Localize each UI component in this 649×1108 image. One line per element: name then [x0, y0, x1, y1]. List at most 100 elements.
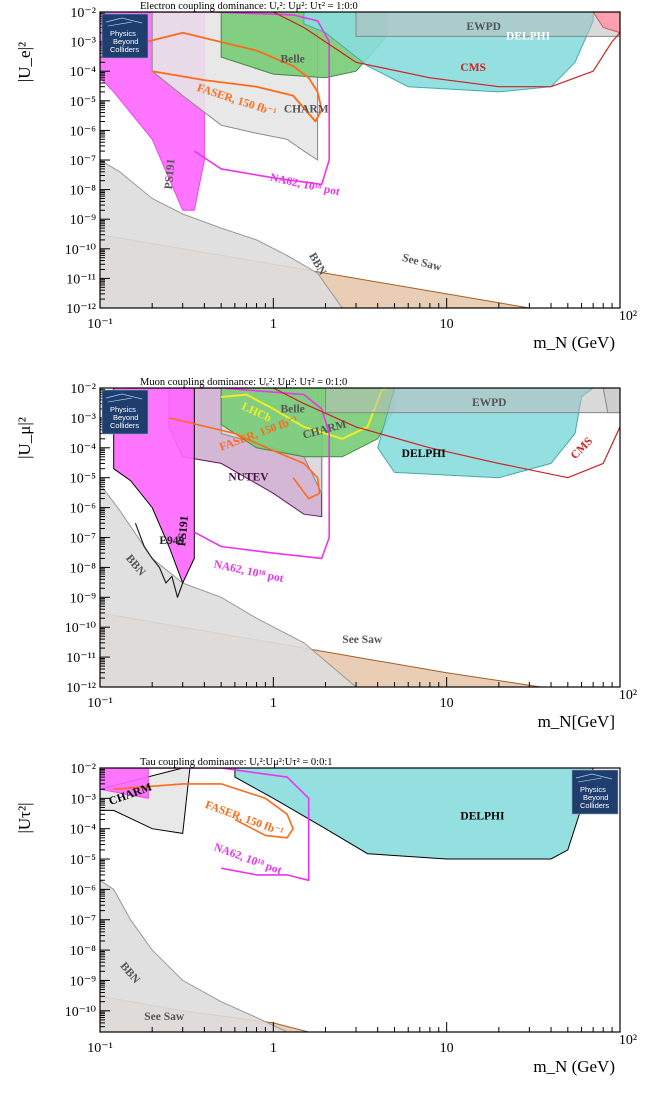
region-label: PS191 [163, 158, 178, 190]
region-label: PS191 [176, 515, 191, 547]
y-axis-label: |U_μ|² [15, 417, 34, 459]
y-tick-label: 10⁻⁷ [70, 532, 96, 547]
x-tick-label: 10⁻¹ [87, 696, 113, 711]
y-tick-label: 10⁻¹⁰ [65, 621, 97, 636]
logo-text: Physics [580, 785, 606, 794]
x-axis: 10⁻¹ 1 10 10² [87, 677, 637, 711]
y-tick-label: 10⁻¹¹ [66, 272, 96, 287]
panel-title: Electron coupling dominance: Uₑ²: Uμ²: U… [140, 1, 358, 12]
y-tick-label: 10⁻⁶ [70, 502, 96, 517]
region-label: DELPHI [506, 30, 551, 42]
y-tick-label: 10⁻⁹ [70, 591, 96, 606]
logo-text: Beyond [583, 793, 608, 802]
region-label: CHARM [284, 104, 329, 116]
y-tick-label: 10⁻¹⁰ [65, 243, 97, 258]
series-faser-150-fb-curve [113, 783, 294, 839]
logo-text: Beyond [113, 413, 138, 422]
y-tick-label: 10⁻¹² [66, 681, 96, 696]
y-tick-label: 10⁻¹⁰ [65, 1005, 97, 1020]
x-tick-label: 1 [270, 1041, 277, 1056]
plot-frame [99, 767, 621, 1033]
y-axis-label: |U_e|² [15, 42, 34, 82]
region-label: See Saw [144, 1011, 185, 1023]
series-na62-10-pot-curve [125, 12, 330, 186]
x-tick-label: 10² [619, 1033, 637, 1048]
y-tick-label: 10⁻⁸ [70, 184, 96, 199]
series-bbn-region [100, 159, 343, 308]
series-cms-curve [273, 388, 620, 479]
x-axis-label: m_N (GeV) [533, 1057, 615, 1076]
y-axis: 10⁻¹² 10⁻¹¹ 10⁻¹⁰ 10⁻⁹ 10⁻⁸ 10⁻⁷ 10⁻⁶ 10⁻⁵ 10⁻⁴ 1… [65, 382, 110, 696]
y-tick-label: 10⁻⁴ [70, 823, 96, 838]
series-na62-10-pot-curve [113, 768, 310, 882]
plot-area [100, 388, 620, 687]
y-tick-label: 10⁻⁷ [70, 154, 96, 169]
y-tick-label: 10⁻⁴ [70, 442, 96, 457]
x-tick-label: 1 [270, 317, 277, 332]
y-tick-label: 10⁻⁵ [70, 853, 96, 868]
x-axis: 10⁻¹ 1 10 10² [87, 298, 637, 332]
region-label: EWPD [472, 397, 507, 409]
logo-text: Beyond [113, 37, 138, 46]
y-tick-label: 10⁻⁵ [70, 472, 96, 487]
y-tick-label: 10⁻³ [70, 792, 96, 807]
y-tick-label: 10⁻² [70, 382, 96, 397]
series-region-3-region [100, 768, 149, 799]
y-tick-label: 10⁻¹¹ [66, 651, 96, 666]
region-label: E949 [159, 535, 184, 547]
region-label: NUTEV [228, 472, 269, 484]
series-na62-10-pot-curve [125, 388, 330, 560]
series-faser-150-fb-curve [100, 31, 323, 123]
y-axis: 10⁻¹² 10⁻¹¹ 10⁻¹⁰ 10⁻⁹ 10⁻⁸ 10⁻⁷ 10⁻⁶ 10⁻⁵ 10⁻⁴ 1… [65, 6, 110, 317]
series-region-13-region [602, 388, 620, 414]
series-ewpd-region [325, 388, 620, 414]
logo-text: Colliders [580, 801, 609, 810]
series-bbn-region [100, 879, 288, 1032]
chart-panel-1: See SawBBNPS191CHARMBelleDELPHIEWPDFASER… [15, 1, 637, 352]
x-tick-label: 10⁻¹ [87, 317, 113, 332]
region-label: EWPD [466, 21, 501, 33]
y-tick-label: 10⁻³ [70, 36, 96, 51]
logo-text: Colliders [110, 45, 139, 54]
series-faser-150-fb-curve [168, 417, 321, 500]
plot-area [100, 12, 620, 308]
y-tick-label: 10⁻⁷ [70, 914, 96, 929]
logo-text: Physics [110, 405, 136, 414]
y-tick-label: 10⁻² [70, 762, 96, 777]
y-tick-label: 10⁻³ [70, 412, 96, 427]
series-cms-curve [273, 12, 620, 88]
y-tick-label: 10⁻⁸ [70, 561, 96, 576]
y-axis: 10⁻¹⁰ 10⁻⁹ 10⁻⁸ 10⁻⁷ 10⁻⁶ 10⁻⁵ 10⁻⁴ 10⁻³ 10⁻² [65, 762, 110, 1033]
plot-area [100, 768, 620, 1032]
x-tick-label: 10² [619, 309, 637, 324]
y-tick-label: 10⁻⁹ [70, 213, 96, 228]
panel-title: Muon coupling dominance: Uₑ²: Uμ²: Uτ² =… [140, 377, 347, 388]
series-ewpd-region [355, 12, 620, 37]
y-tick-label: 10⁻⁵ [70, 95, 96, 110]
region-label: CMS [460, 62, 486, 74]
panel-title: Tau coupling dominance: Uₑ²:Uμ²:Uτ² = 0:… [140, 757, 333, 768]
region-label: Belle [281, 404, 305, 416]
logo-text: Physics [110, 29, 136, 38]
series-ps191-region [113, 388, 195, 585]
x-axis-label: m_N[GeV] [538, 712, 615, 731]
y-tick-label: 10⁻¹² [66, 302, 96, 317]
region-label: See Saw [342, 634, 383, 646]
region-label: Belle [281, 53, 305, 65]
x-tick-label: 1 [270, 696, 277, 711]
region-label: DELPHI [402, 448, 447, 460]
series-e949-curve [134, 522, 184, 598]
x-tick-label: 10 [440, 317, 454, 332]
y-axis-label: |Uτ²| [15, 802, 34, 833]
logo-text: Colliders [110, 421, 139, 430]
series-region-10-region [592, 12, 620, 34]
y-tick-label: 10⁻⁸ [70, 944, 96, 959]
y-tick-label: 10⁻⁹ [70, 974, 96, 989]
x-tick-label: 10² [619, 688, 637, 703]
x-tick-label: 10⁻¹ [87, 1041, 113, 1056]
